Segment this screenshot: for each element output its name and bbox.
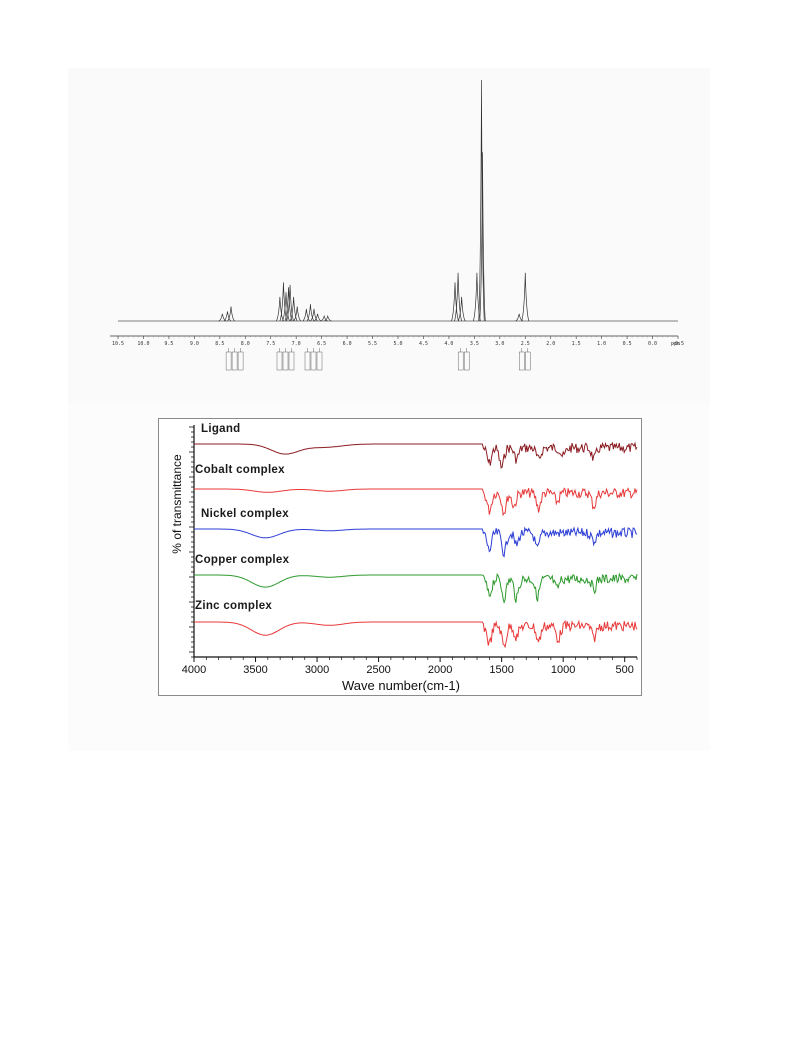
nmr-tick-label: 3.5 [470,341,479,347]
nmr-tick-label: 2.5 [521,341,530,347]
nmr-peak [457,296,466,322]
nmr-integral-box [282,351,289,371]
nmr-spectrum-panel: 10.5 10.0 9.5 9.0 8.5 8.0 7.5 7.0 6.5 6.0 5.5 5.0 4.… [68,68,710,403]
nmr-tick-label: 0.5 [623,341,632,347]
ir-series-line [194,526,638,558]
nmr-tick-label: 8.5 [215,341,224,347]
nmr-peak [302,308,311,322]
nmr-tick-label: 4.0 [444,341,453,347]
nmr-tick-label: 5.0 [393,341,402,347]
nmr-tick-label: 9.5 [164,341,173,347]
nmr-peak [306,304,315,322]
nmr-integral-box [457,351,464,371]
ir-series-line [194,487,638,517]
ir-x-tick-label: 3500 [243,664,267,676]
nmr-integral-box [231,351,238,371]
nmr-peak [293,306,302,322]
ir-series-group [194,441,638,649]
ir-x-tick-label: 500 [616,664,634,676]
nmr-peak [479,152,486,322]
nmr-integral-box [525,351,531,371]
ir-x-tick-label: 1000 [551,664,575,676]
nmr-tick-label: 5.5 [368,341,377,347]
nmr-tick-label: 3.0 [495,341,504,347]
nmr-integral-box [519,351,525,371]
ir-x-tick-label: 3000 [305,664,329,676]
nmr-tick-label: 1.5 [572,341,581,347]
nmr-integral-box [225,351,232,371]
ir-x-tick-label: 1500 [489,664,513,676]
nmr-tick-label: 7.0 [292,341,301,347]
nmr-peak [289,296,298,322]
nmr-peak [279,282,288,322]
ir-x-tick-label: 4000 [182,664,206,676]
nmr-integral-box [316,351,323,371]
nmr-peak [320,314,328,322]
ir-x-axis: 4000 3500 3000 2500 2000 1500 1000 500 [182,656,638,676]
ir-y-axis [189,425,195,658]
nmr-tick-label: 7.5 [266,341,275,347]
nmr-peak [286,284,294,322]
nmr-integral-box [276,351,283,371]
nmr-peak [478,79,485,322]
nmr-tick-label: 10.5 [112,341,124,347]
nmr-x-axis: 10.5 10.0 9.5 9.0 8.5 8.0 7.5 7.0 6.5 6.0 5.5 5.0 4.… [110,335,684,347]
nmr-peak [310,308,318,322]
ir-series-line [194,619,638,649]
nmr-tick-label: 4.5 [419,341,428,347]
nmr-integral-box [463,351,470,371]
nmr-peak [515,313,523,322]
nmr-tick-label: -0.5 [672,341,684,347]
nmr-tick-label: 9.0 [190,341,199,347]
nmr-peak [521,272,530,322]
ir-series-line [194,572,638,605]
nmr-peak [284,287,293,322]
nmr-spectrum-chart: 10.5 10.0 9.5 9.0 8.5 8.0 7.5 7.0 6.5 6.0 5.5 5.0 4.… [110,79,684,371]
ir-y-axis-title: % of transmittance [170,454,184,554]
nmr-tick-label: 0.0 [648,341,657,347]
nmr-integral-box [310,351,317,371]
ir-series-label: Ligand [201,423,241,435]
ir-spectra-panel: 4000 3500 3000 2500 2000 1500 1000 500 Ligand Co… [158,418,642,696]
nmr-integral-box [237,351,244,371]
nmr-peak [227,306,235,322]
nmr-plot-area [118,79,678,322]
nmr-tick-label: 1.0 [597,341,606,347]
nmr-peak [451,282,459,322]
nmr-peak [324,314,332,322]
ir-series-label: Copper complex [195,554,290,566]
nmr-tick-label: 10.0 [137,341,149,347]
ir-x-axis-title: Wave number(cm-1) [342,678,460,693]
ir-series-label: Zinc complex [195,600,272,612]
nmr-tick-label: 6.5 [317,341,326,347]
nmr-peak [275,296,284,322]
nmr-peak [223,311,232,322]
ir-x-tick-label: 2500 [366,664,390,676]
nmr-integral-box [304,351,311,371]
nmr-integration-labels [225,348,531,371]
nmr-peak [282,292,290,322]
nmr-unit-label: ppm [671,341,680,347]
nmr-tick-label: 8.0 [241,341,250,347]
ir-series-line [194,441,638,469]
nmr-tick-label: 2.0 [546,341,555,347]
ir-series-label: Nickel complex [201,508,289,520]
nmr-integral-box [288,351,295,371]
ir-series-labels: Ligand Cobalt complex Nickel complex Copper… [195,423,290,612]
nmr-peak [313,313,322,322]
ir-spectra-chart: 4000 3500 3000 2500 2000 1500 1000 500 Ligand Co… [170,423,638,693]
nmr-tick-label: 6.0 [343,341,352,347]
ir-series-label: Cobalt complex [195,464,285,476]
ir-x-tick-label: 2000 [428,664,452,676]
